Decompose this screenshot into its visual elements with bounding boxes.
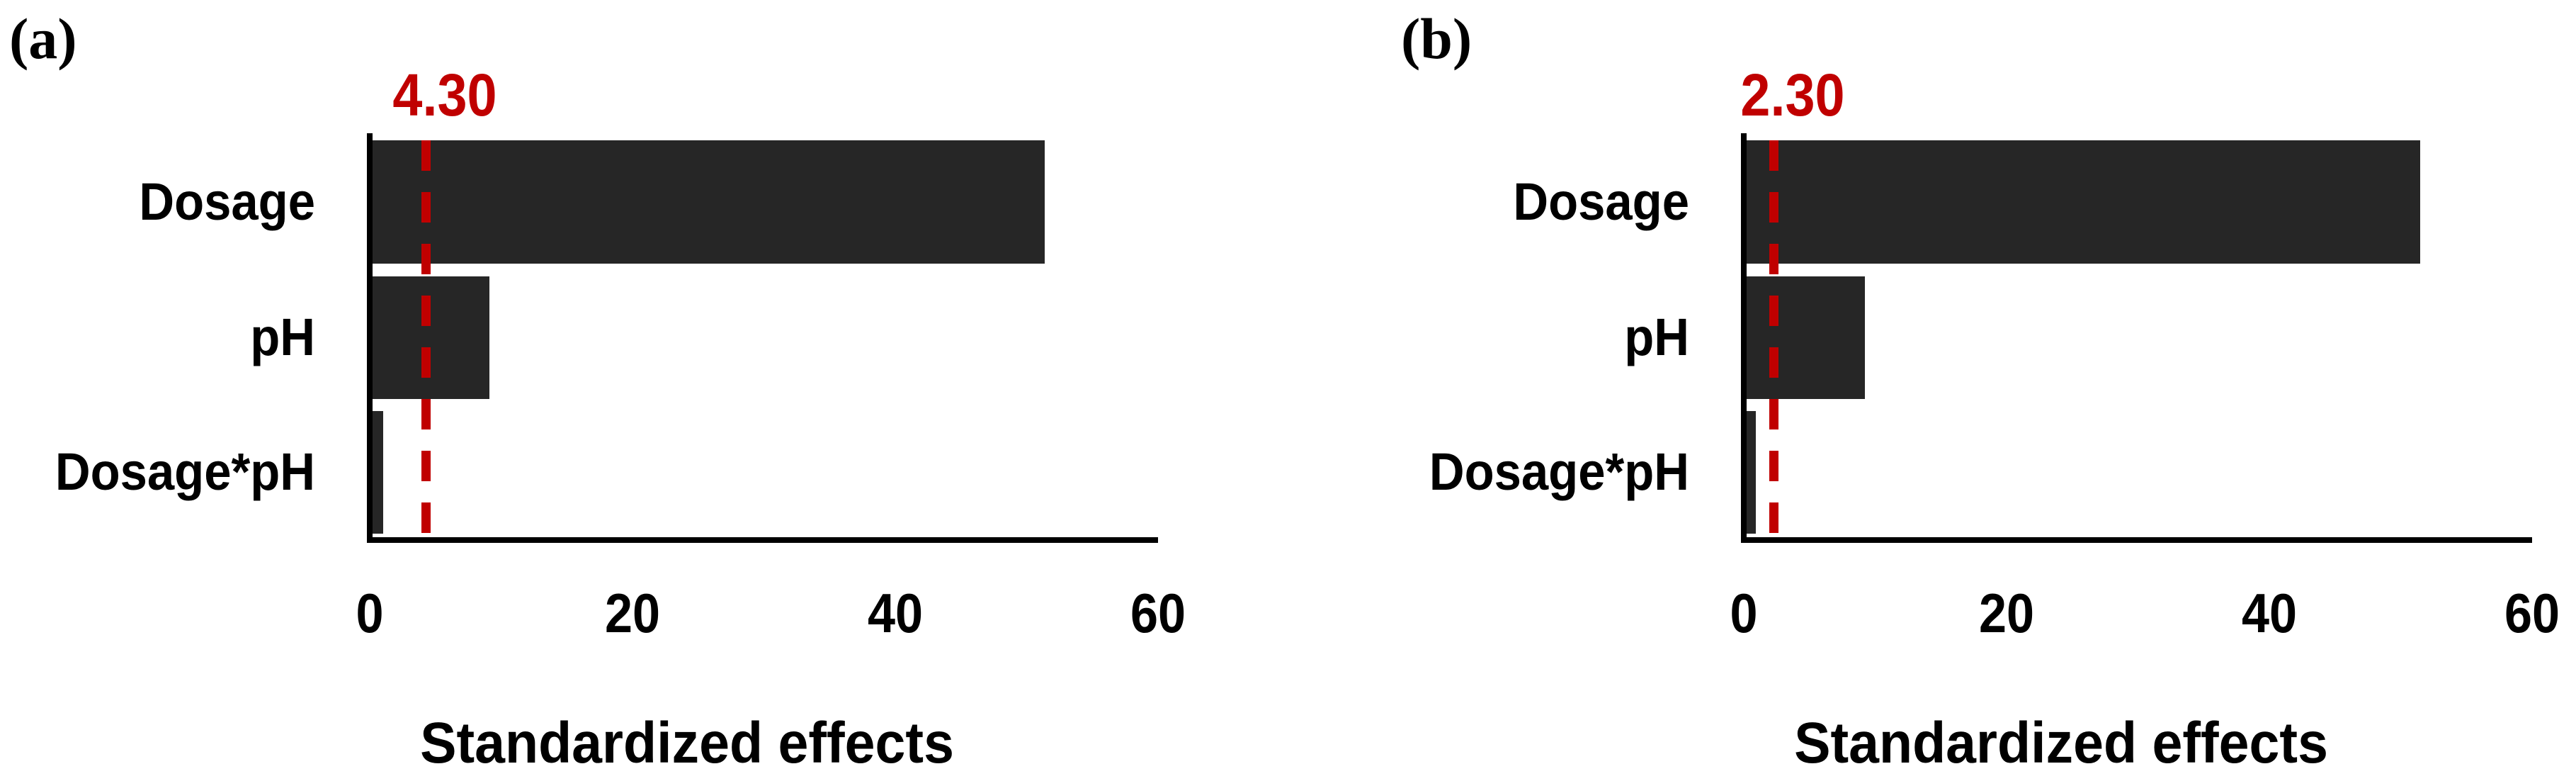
- bar-ph: [1744, 276, 1865, 399]
- y-axis-line-b: [1741, 133, 1747, 543]
- critical-value-label-a: 4.30: [392, 62, 497, 128]
- bar-dosage-ph: [1744, 411, 1756, 534]
- x-axis-line-a: [367, 537, 1158, 543]
- x-tick-40: 40: [867, 582, 924, 644]
- critical-reference-line-b: [1769, 140, 1779, 540]
- critical-value-label-b: 2.30: [1740, 62, 1845, 128]
- category-label-ph: pH: [1624, 308, 1689, 366]
- category-label-dosage: Dosage: [1513, 172, 1689, 231]
- panel-b-letter: (b): [1401, 6, 1473, 71]
- x-tick-20: 20: [604, 582, 661, 644]
- category-label-dosage-ph: Dosage*pH: [55, 442, 315, 501]
- critical-reference-line-a: [421, 140, 431, 540]
- x-tick-60: 60: [1130, 582, 1186, 644]
- x-axis-title-a: Standardized effects: [420, 711, 954, 775]
- y-axis-line-a: [367, 133, 373, 543]
- category-label-dosage-ph: Dosage*pH: [1429, 442, 1689, 501]
- x-tick-40: 40: [2241, 582, 2298, 644]
- bar-dosage-ph: [370, 411, 383, 534]
- panel-b: (b) 2.30 Dosage pH Dosage*pH 0 20 40 60 …: [1374, 0, 2576, 781]
- x-axis-title-b: Standardized effects: [1794, 711, 2328, 775]
- x-tick-20: 20: [1978, 582, 2035, 644]
- x-tick-0: 0: [356, 582, 384, 644]
- category-label-ph: pH: [250, 308, 315, 366]
- bar-dosage: [1744, 140, 2421, 264]
- x-tick-0: 0: [1730, 582, 1758, 644]
- x-tick-60: 60: [2504, 582, 2560, 644]
- panel-a-letter: (a): [9, 6, 77, 71]
- panel-a: (a) 4.30 Dosage pH Dosage*pH 0 20 40 60 …: [0, 0, 1202, 781]
- category-label-dosage: Dosage: [139, 172, 315, 231]
- bar-dosage: [370, 140, 1045, 264]
- x-axis-line-b: [1741, 537, 2532, 543]
